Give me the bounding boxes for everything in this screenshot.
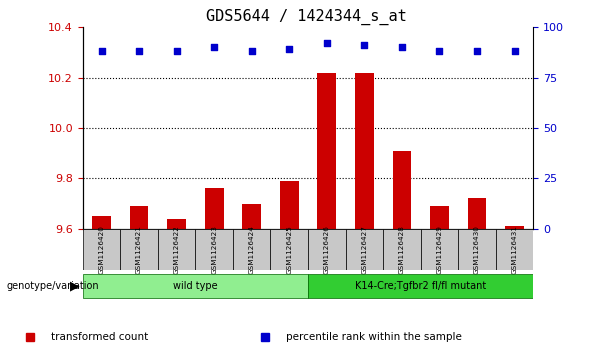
Text: GDS5644 / 1424344_s_at: GDS5644 / 1424344_s_at [206, 9, 407, 25]
Bar [83, 274, 308, 298]
Point [134, 49, 144, 54]
Text: GSM1126423: GSM1126423 [211, 225, 217, 274]
Point [247, 49, 257, 54]
Point [322, 40, 332, 46]
Bar [158, 229, 196, 270]
Bar [458, 229, 496, 270]
Bar [167, 219, 186, 229]
Bar [468, 199, 486, 229]
Text: wild type: wild type [173, 281, 218, 291]
Bar [308, 274, 533, 298]
Point [172, 49, 181, 54]
Bar [421, 229, 458, 270]
Point [397, 44, 407, 50]
Bar [430, 206, 449, 229]
Text: GSM1126421: GSM1126421 [136, 225, 142, 274]
Bar [92, 216, 111, 229]
Bar [318, 73, 336, 229]
Text: GSM1126424: GSM1126424 [249, 225, 255, 274]
Bar [355, 73, 374, 229]
Text: GSM1126420: GSM1126420 [99, 225, 105, 274]
Text: GSM1126422: GSM1126422 [173, 225, 180, 274]
Text: transformed count: transformed count [50, 332, 148, 342]
Bar [196, 229, 233, 270]
Text: GSM1126431: GSM1126431 [511, 225, 517, 274]
Text: K14-Cre;Tgfbr2 fl/fl mutant: K14-Cre;Tgfbr2 fl/fl mutant [355, 281, 486, 291]
Bar [392, 151, 411, 229]
Point [509, 49, 519, 54]
Text: GSM1126426: GSM1126426 [324, 225, 330, 274]
Text: ▶: ▶ [70, 279, 80, 292]
Text: GSM1126428: GSM1126428 [399, 225, 405, 274]
Text: GSM1126425: GSM1126425 [286, 225, 292, 274]
Text: genotype/variation: genotype/variation [6, 281, 99, 291]
Bar [280, 181, 299, 229]
Text: percentile rank within the sample: percentile rank within the sample [286, 332, 462, 342]
Bar [270, 229, 308, 270]
Bar [130, 206, 148, 229]
Bar [120, 229, 158, 270]
Bar [242, 204, 261, 229]
Bar [505, 226, 524, 229]
Bar [308, 229, 346, 270]
Point [435, 49, 444, 54]
Point [359, 42, 369, 48]
Point [472, 49, 482, 54]
Bar [205, 188, 224, 229]
Bar [496, 229, 533, 270]
Bar [233, 229, 270, 270]
Point [284, 46, 294, 52]
Bar [346, 229, 383, 270]
Text: GSM1126430: GSM1126430 [474, 225, 480, 274]
Bar [83, 229, 120, 270]
Bar [383, 229, 421, 270]
Text: GSM1126427: GSM1126427 [361, 225, 367, 274]
Point [97, 49, 107, 54]
Text: GSM1126429: GSM1126429 [436, 225, 443, 274]
Point [209, 44, 219, 50]
